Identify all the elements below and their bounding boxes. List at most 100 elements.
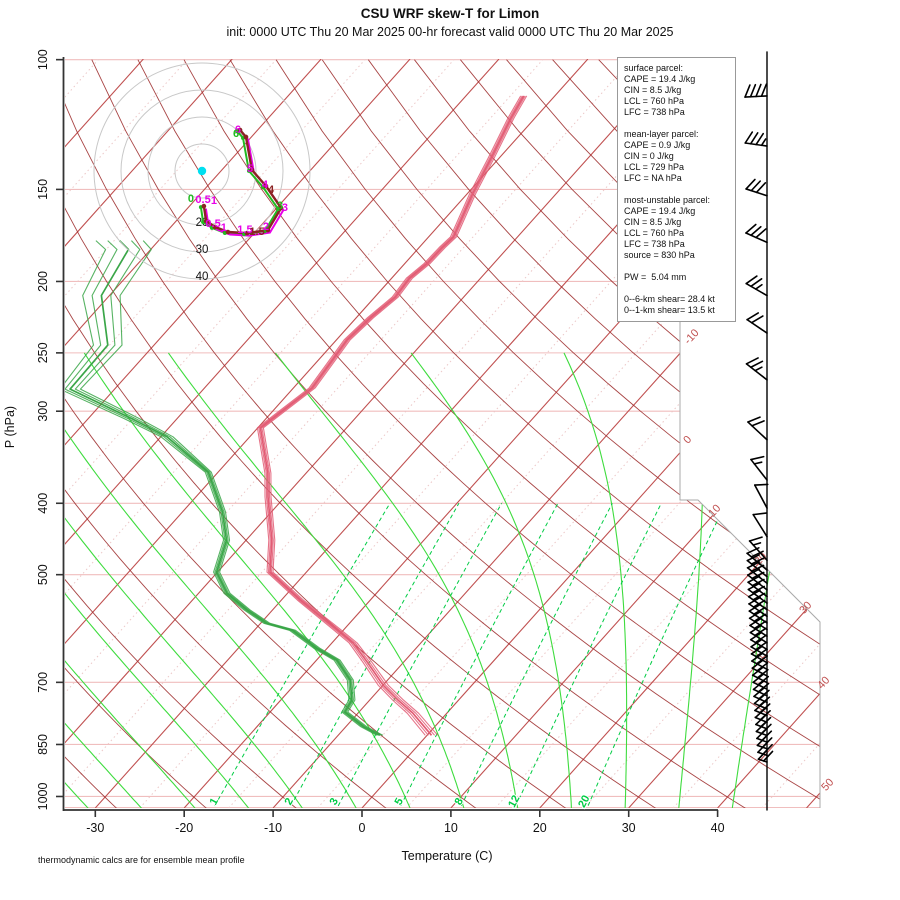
isotherm-line bbox=[65, 59, 411, 808]
wind-barb-cluster-stem bbox=[750, 653, 768, 664]
temperature-profile bbox=[261, 95, 526, 736]
isotherm-label: 50 bbox=[819, 776, 836, 793]
isotherm-line bbox=[65, 59, 589, 808]
mixing-ratio-label: 3 bbox=[328, 796, 341, 807]
wind-barb-cluster-stem bbox=[751, 660, 768, 671]
wind-barb-feather bbox=[749, 631, 763, 641]
dry-adiabat-line bbox=[875, 60, 900, 812]
hodograph-point bbox=[244, 230, 250, 236]
moist-adiabat-line bbox=[65, 352, 199, 808]
isotherm-minor-line bbox=[65, 59, 633, 808]
wind-barb-feather bbox=[755, 228, 767, 239]
x-tick-label: 0 bbox=[359, 821, 366, 835]
wind-barb-half-feather bbox=[754, 366, 763, 372]
wind-barb-feather bbox=[750, 225, 762, 237]
moist-adiabat-line bbox=[65, 352, 253, 808]
wind-barb-feather bbox=[754, 707, 766, 719]
hodograph-height-label: 1 bbox=[211, 195, 217, 207]
wind-barb-feather bbox=[755, 182, 767, 194]
wind-barb-feather bbox=[751, 659, 764, 669]
hodograph-height-label: 3 bbox=[282, 202, 288, 214]
wind-barb-feather bbox=[746, 561, 760, 569]
mixing-ratio-line bbox=[397, 503, 559, 808]
hodograph-height-label: 1 bbox=[221, 222, 227, 234]
wind-barb-feather bbox=[750, 550, 764, 558]
wind-barb-half-feather bbox=[753, 461, 763, 465]
hodograph-height-label: 3 bbox=[277, 200, 283, 212]
hodograph-point bbox=[249, 167, 255, 173]
dry-adiabat-line bbox=[65, 59, 211, 808]
wind-barb-cluster-stem bbox=[749, 624, 768, 638]
mixing-ratio-line bbox=[287, 503, 460, 808]
x-tick-label: -20 bbox=[175, 821, 193, 835]
mixing-ratio-line bbox=[457, 503, 613, 808]
hodograph-point bbox=[225, 229, 231, 235]
wind-barb-feather bbox=[755, 132, 764, 146]
wind-barb-feather bbox=[745, 178, 756, 190]
wind-barb-feather bbox=[746, 554, 760, 562]
wind-barb-cluster-stem bbox=[757, 758, 768, 763]
wind-barb-feather bbox=[747, 416, 761, 423]
wind-barb-feather bbox=[755, 721, 767, 733]
hodograph-height-label: 4 bbox=[268, 184, 275, 196]
init-valid-subtitle: init: 0000 UTC Thu 20 Mar 2025 00-hr for… bbox=[226, 25, 674, 39]
wind-barb-feather bbox=[762, 750, 774, 762]
dry-adiabat-line bbox=[183, 59, 820, 808]
hodograph-ring bbox=[174, 143, 230, 199]
hodograph-point bbox=[237, 127, 243, 133]
isotherm-line bbox=[806, 59, 820, 808]
hodograph-ring bbox=[147, 116, 257, 226]
wind-barb-feather bbox=[757, 742, 768, 754]
temperature-profile bbox=[256, 95, 522, 736]
isotherm-minor-line bbox=[851, 59, 900, 808]
dewpoint-profile bbox=[79, 240, 384, 736]
y-tick-label: 1000 bbox=[36, 783, 50, 811]
isotherm-label: 40 bbox=[815, 674, 832, 691]
wind-barb-cluster-stem bbox=[749, 631, 768, 644]
wind-barb-stem bbox=[750, 458, 768, 481]
wind-barb-feather bbox=[753, 620, 767, 630]
hodograph-ring bbox=[120, 89, 284, 253]
mixing-ratio-label: 8 bbox=[453, 796, 466, 807]
isotherm-minor-line bbox=[494, 59, 820, 808]
wind-barb-feather bbox=[747, 568, 761, 576]
page-title: CSU WRF skew-T for Limon bbox=[360, 6, 540, 21]
hodograph-point bbox=[212, 224, 218, 230]
x-tick-label: 20 bbox=[533, 821, 547, 835]
dry-adiabat-line bbox=[229, 59, 820, 808]
wind-barb-feather bbox=[750, 638, 763, 648]
isotherm-minor-line bbox=[672, 59, 820, 808]
wind-barb-feather bbox=[752, 592, 766, 601]
wind-barb-stem bbox=[752, 513, 768, 538]
moist-adiabat-lines bbox=[65, 352, 803, 808]
wind-barb-feather bbox=[752, 585, 766, 594]
hodograph-height-label: 1.5 bbox=[237, 224, 252, 236]
wind-barb-feather bbox=[756, 728, 767, 740]
isotherm-line bbox=[539, 59, 820, 808]
dewpoint-profile bbox=[65, 240, 379, 736]
x-tick-label: -30 bbox=[86, 821, 104, 835]
moist-adiabat-line bbox=[563, 352, 628, 808]
hodograph-height-label: 1.5 bbox=[249, 226, 264, 238]
wind-barb-feather bbox=[750, 645, 763, 655]
parcel-info-box: surface parcel: CAPE = 19.4 J/kg CIN = 8… bbox=[617, 57, 736, 322]
wind-barb-feather bbox=[750, 180, 761, 192]
wind-barb-feather bbox=[755, 655, 768, 665]
wind-barb-feather bbox=[749, 83, 757, 98]
y-tick-label: 150 bbox=[36, 179, 50, 200]
mixing-ratio-labels: 1 2 3 5 8 12 20 bbox=[207, 792, 594, 810]
wind-barb-cluster-stem bbox=[749, 638, 768, 651]
hodograph-height-label: 0.5 bbox=[205, 218, 220, 230]
hodograph-point bbox=[263, 183, 269, 189]
mixing-ratio-label: 5 bbox=[393, 796, 406, 807]
wind-barb-feather bbox=[744, 131, 754, 144]
wind-barb-feather bbox=[755, 83, 762, 98]
dry-adiabat-line bbox=[275, 59, 820, 808]
dry-adiabat-line bbox=[65, 59, 392, 808]
isotherm-line bbox=[272, 59, 820, 808]
wind-barb-feather bbox=[751, 571, 765, 580]
mixing-ratio-label: 2 bbox=[283, 796, 296, 807]
isotherm-minor-line bbox=[65, 59, 455, 808]
dewpoint-profile bbox=[69, 239, 381, 737]
